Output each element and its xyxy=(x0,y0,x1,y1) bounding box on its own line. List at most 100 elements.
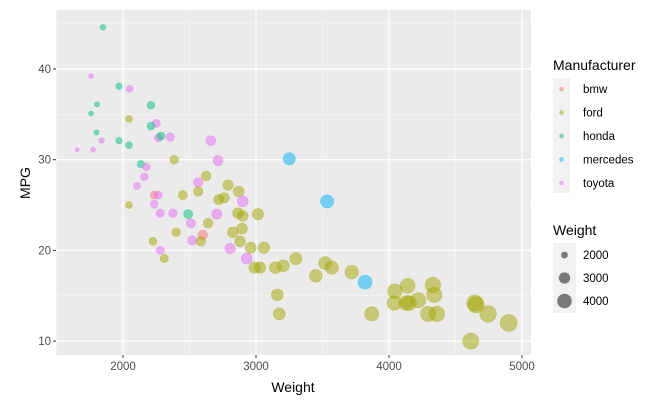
data-point-toyota xyxy=(205,135,217,146)
data-point-ford xyxy=(399,277,416,294)
data-point-honda xyxy=(99,24,107,31)
y-tick-label: 10 xyxy=(38,336,51,348)
data-point-ford xyxy=(344,264,359,280)
data-point-toyota xyxy=(140,172,149,182)
data-point-ford xyxy=(462,332,480,350)
data-point-toyota xyxy=(125,85,134,93)
data-point-ford xyxy=(125,115,133,123)
data-point-ford xyxy=(324,260,339,275)
x-tick-label: 2000 xyxy=(110,361,136,373)
size-legend-key-4000 xyxy=(557,293,572,309)
data-point-toyota xyxy=(211,208,223,220)
data-point-toyota xyxy=(98,137,105,144)
data-point-honda xyxy=(94,101,101,108)
data-point-toyota xyxy=(187,235,198,246)
legend-key-ford xyxy=(559,110,564,115)
data-point-toyota xyxy=(212,155,224,167)
data-point-ford xyxy=(271,288,284,302)
data-point-ford xyxy=(200,170,212,182)
data-point-ford xyxy=(364,306,380,322)
data-point-ford xyxy=(467,296,485,314)
x-tick-label: 3000 xyxy=(243,361,269,373)
size-legend-label-4000: 4000 xyxy=(583,296,609,308)
legend-label-bmw: bmw xyxy=(583,84,608,96)
data-point-ford xyxy=(193,186,204,197)
data-point-honda xyxy=(115,82,123,90)
data-point-ford xyxy=(195,236,206,247)
data-point-toyota xyxy=(165,132,175,142)
size-legend: Weight 2000 3000 4000 xyxy=(553,222,609,313)
data-point-honda xyxy=(183,209,194,220)
data-point-honda xyxy=(93,129,100,136)
data-point-mercedes xyxy=(282,152,296,166)
data-point-toyota xyxy=(142,162,151,172)
data-point-ford xyxy=(236,222,248,235)
data-point-ford xyxy=(289,252,303,266)
data-point-toyota xyxy=(168,208,178,218)
data-point-ford xyxy=(236,210,249,222)
x-tick-label: 4000 xyxy=(376,361,402,373)
size-legend-key-2000 xyxy=(561,251,568,259)
data-point-ford xyxy=(171,227,181,237)
data-point-toyota xyxy=(155,208,165,218)
data-point-mercedes xyxy=(357,274,373,290)
data-point-ford xyxy=(169,155,179,165)
data-point-toyota xyxy=(90,146,96,153)
data-point-ford xyxy=(244,241,257,254)
size-legend-label-3000: 3000 xyxy=(583,273,609,285)
legend-key-toyota xyxy=(559,180,564,186)
legend-label-toyota: toyota xyxy=(583,178,615,190)
size-legend-title: Weight xyxy=(553,222,596,238)
data-point-ford xyxy=(426,286,443,303)
legend-label-mercedes: mercedes xyxy=(583,155,634,167)
data-point-ford xyxy=(479,305,497,323)
size-legend-label-2000: 2000 xyxy=(583,250,609,262)
data-point-honda xyxy=(115,137,123,145)
data-point-ford xyxy=(159,254,169,264)
data-point-toyota xyxy=(88,73,94,80)
data-point-toyota xyxy=(240,252,253,265)
data-point-mercedes xyxy=(320,194,335,209)
data-points xyxy=(74,24,518,350)
data-point-ford xyxy=(234,235,246,248)
color-legend-title: Manufacturer xyxy=(553,57,636,73)
data-point-toyota xyxy=(132,182,141,190)
y-axis-title: MPG xyxy=(17,167,33,199)
data-point-ford xyxy=(218,192,230,204)
legend-label-ford: ford xyxy=(583,108,603,120)
data-point-ford xyxy=(232,185,245,198)
data-point-toyota xyxy=(155,245,165,255)
color-legend: Manufacturer bmw ford honda mercedes toyota xyxy=(553,57,636,193)
data-point-ford xyxy=(148,237,158,246)
y-tick-label: 40 xyxy=(38,64,51,76)
data-point-ford xyxy=(177,190,188,200)
legend-key-mercedes xyxy=(559,157,564,162)
y-tick-label: 20 xyxy=(38,245,51,257)
data-point-ford xyxy=(428,305,445,322)
data-point-honda xyxy=(146,101,156,110)
data-point-ford xyxy=(125,201,133,209)
data-point-ford xyxy=(251,208,265,221)
data-point-toyota xyxy=(185,218,196,229)
plot-panel xyxy=(56,10,531,355)
legend-key-bmw xyxy=(559,86,564,92)
data-point-toyota xyxy=(224,242,236,255)
x-axis-title: Weight xyxy=(271,379,314,395)
data-point-ford xyxy=(276,259,290,273)
data-point-ford xyxy=(253,261,267,274)
legend-key-honda xyxy=(559,133,564,139)
data-point-ford xyxy=(309,269,323,283)
x-tick-label: 5000 xyxy=(509,361,535,373)
y-axis: 10 20 30 40 xyxy=(38,64,56,348)
data-point-toyota xyxy=(236,195,249,208)
major-gridlines xyxy=(56,10,531,355)
data-point-toyota xyxy=(153,190,163,200)
minor-gridlines xyxy=(56,10,531,355)
data-point-ford xyxy=(257,241,271,254)
y-tick-label: 30 xyxy=(38,155,51,167)
size-legend-key-3000 xyxy=(558,272,571,284)
data-point-ford xyxy=(499,314,518,332)
data-point-ford xyxy=(202,217,214,229)
data-point-ford xyxy=(272,307,286,321)
